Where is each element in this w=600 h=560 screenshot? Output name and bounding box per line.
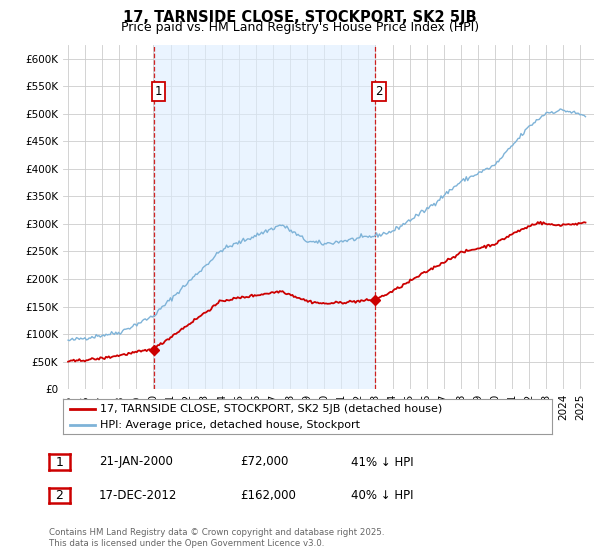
Text: 17, TARNSIDE CLOSE, STOCKPORT, SK2 5JB (detached house): 17, TARNSIDE CLOSE, STOCKPORT, SK2 5JB (… — [100, 404, 442, 414]
Text: £162,000: £162,000 — [240, 489, 296, 502]
Text: Price paid vs. HM Land Registry's House Price Index (HPI): Price paid vs. HM Land Registry's House … — [121, 21, 479, 34]
Text: 17, TARNSIDE CLOSE, STOCKPORT, SK2 5JB: 17, TARNSIDE CLOSE, STOCKPORT, SK2 5JB — [123, 10, 477, 25]
Text: 40% ↓ HPI: 40% ↓ HPI — [351, 489, 413, 502]
Text: 17-DEC-2012: 17-DEC-2012 — [99, 489, 178, 502]
Text: 41% ↓ HPI: 41% ↓ HPI — [351, 455, 413, 469]
Text: 1: 1 — [55, 455, 64, 469]
Text: 21-JAN-2000: 21-JAN-2000 — [99, 455, 173, 469]
Text: £72,000: £72,000 — [240, 455, 289, 469]
Text: Contains HM Land Registry data © Crown copyright and database right 2025.
This d: Contains HM Land Registry data © Crown c… — [49, 528, 385, 548]
Text: 1: 1 — [155, 85, 163, 98]
Text: 2: 2 — [375, 85, 383, 98]
Text: HPI: Average price, detached house, Stockport: HPI: Average price, detached house, Stoc… — [100, 419, 359, 430]
Text: 2: 2 — [55, 489, 64, 502]
Bar — [154, 45, 375, 389]
